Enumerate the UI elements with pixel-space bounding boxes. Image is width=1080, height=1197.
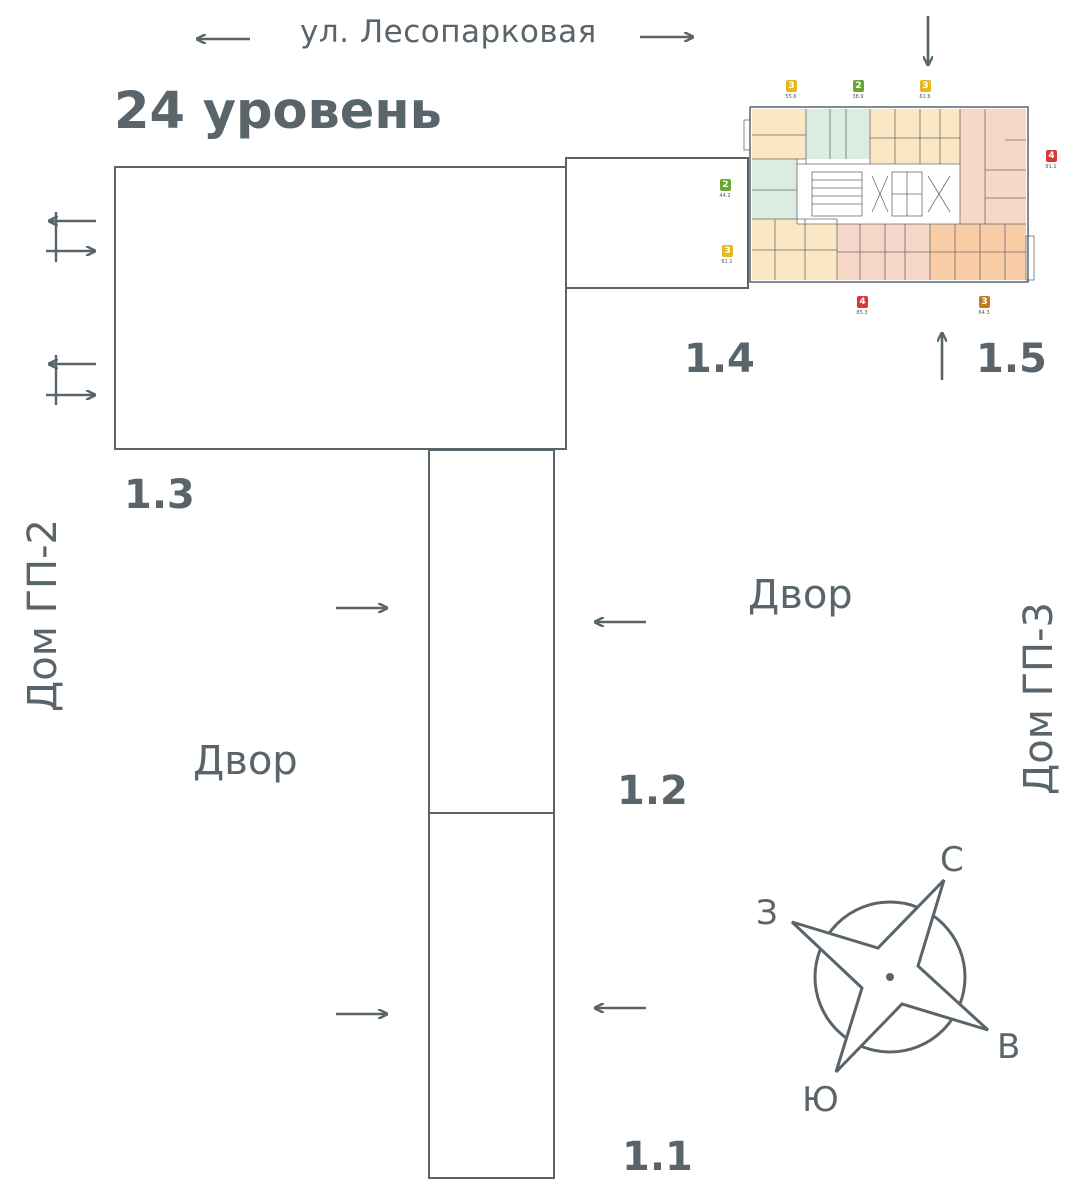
section-label-1-1: 1.1 [622, 1134, 693, 1180]
apt-badge-rooms: 4 [1046, 150, 1057, 162]
street-name: ул. Лесопарковая [300, 14, 597, 50]
compass-south: Ю [802, 1080, 839, 1120]
compass-west: З [756, 893, 778, 933]
apt-badge-area: 38.9 [852, 94, 864, 100]
compass-north: С [940, 840, 964, 880]
apt-badge-area: 91.1 [1045, 164, 1057, 170]
apt-badge-rooms: 3 [979, 296, 990, 308]
apt-badge-rooms: 3 [920, 80, 931, 92]
apt-badge-area: 61.1 [721, 259, 733, 265]
yard-label-right: Двор [748, 572, 853, 618]
apt-top-left-3 [752, 109, 806, 159]
section-label-1-5: 1.5 [976, 336, 1047, 382]
section-label-1-4: 1.4 [684, 336, 755, 382]
apt-badge-area: 55.6 [785, 94, 797, 100]
apt-badge-rooms: 2 [720, 179, 731, 191]
entrance-arrows [46, 16, 942, 1014]
compass-rose [790, 878, 990, 1074]
section-1-1-outline [428, 812, 555, 1179]
building-outlines [114, 157, 749, 1179]
apt-left-3 [752, 219, 837, 280]
apt-top-2 [806, 109, 870, 159]
yard-label-left: Двор [193, 738, 298, 784]
apt-right-4 [960, 109, 1026, 224]
compass-east: В [997, 1027, 1021, 1067]
section-label-1-3: 1.3 [124, 472, 195, 518]
house-label-gp3: Дом ГП-3 [1016, 602, 1062, 795]
apt-badge-rooms: 4 [857, 296, 868, 308]
apt-badge-rooms: 3 [722, 245, 733, 257]
section-label-1-2: 1.2 [617, 768, 688, 814]
apt-badge-area: 61.6 [919, 94, 931, 100]
apt-top-right-3 [870, 109, 960, 164]
apt-badge-rooms: 3 [786, 80, 797, 92]
section-1-3-outline [114, 166, 567, 450]
level-title: 24 уровень [114, 82, 442, 141]
street-arrows [198, 37, 692, 39]
section-1-2-outline [428, 449, 555, 814]
apt-badge-area: 85.3 [856, 310, 868, 316]
apt-badge-area: 64.3 [978, 310, 990, 316]
section-1-4-outline [565, 157, 749, 289]
apt-badge-area: 44.2 [719, 193, 731, 199]
section-1-5-floorplan [743, 106, 1035, 283]
apt-badge-rooms: 2 [853, 80, 864, 92]
apt-left-2 [752, 159, 797, 219]
house-label-gp2: Дом ГП-2 [20, 519, 66, 712]
